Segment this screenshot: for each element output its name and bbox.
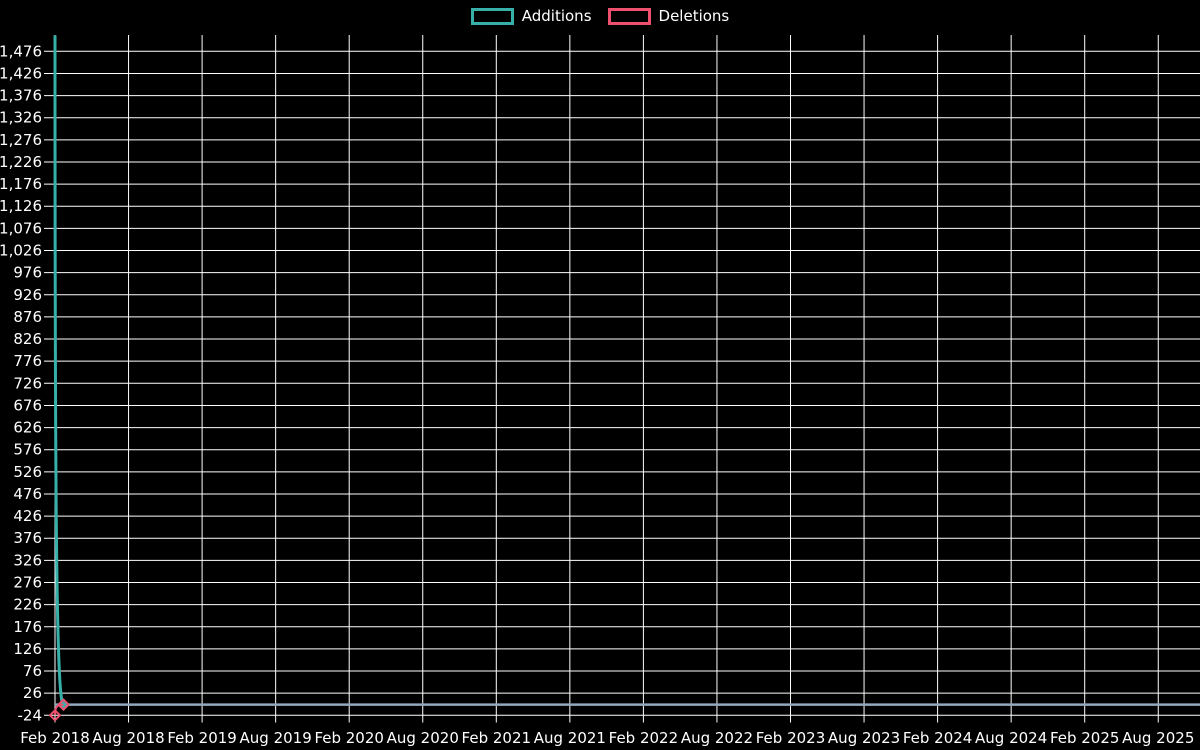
x-tick-label: Feb 2018 [20, 729, 90, 747]
legend-label-additions: Additions [521, 7, 592, 25]
legend-item-additions[interactable]: Additions [470, 7, 592, 25]
y-tick-label: 1,476 [0, 42, 42, 60]
additions-swatch-icon [470, 8, 514, 25]
y-tick-label: 126 [13, 640, 42, 658]
y-tick-label: 226 [13, 596, 42, 614]
x-tick-label: Feb 2025 [1050, 729, 1120, 747]
y-tick-label: 1,426 [0, 64, 42, 82]
additions-line [53, 35, 65, 707]
y-tick-label: 476 [13, 485, 42, 503]
y-tick-label: 776 [13, 352, 42, 370]
x-tick-label: Aug 2025 [1122, 729, 1194, 747]
y-tick-label: 76 [23, 662, 42, 680]
x-tick-label: Aug 2024 [975, 729, 1047, 747]
y-tick-label: 626 [13, 419, 42, 437]
y-tick-label: 1,126 [0, 197, 42, 215]
x-tick-label: Aug 2019 [240, 729, 312, 747]
x-tick-label: Aug 2022 [681, 729, 753, 747]
x-tick-label: Aug 2021 [534, 729, 606, 747]
legend-label-deletions: Deletions [658, 7, 730, 25]
x-tick-label: Aug 2020 [387, 729, 459, 747]
deletions-swatch-icon [607, 8, 651, 25]
y-tick-label: 1,176 [0, 175, 42, 193]
legend-item-deletions[interactable]: Deletions [607, 7, 730, 25]
y-tick-label: 876 [13, 308, 42, 326]
x-tick-label: Feb 2020 [314, 729, 384, 747]
x-tick-label: Aug 2018 [92, 729, 164, 747]
y-tick-label: 26 [23, 684, 42, 702]
y-tick-label: 826 [13, 330, 42, 348]
y-tick-label: 176 [13, 618, 42, 636]
y-tick-label: 326 [13, 551, 42, 569]
chart-legend: Additions Deletions [0, 8, 1200, 25]
y-tick-label: 526 [13, 463, 42, 481]
y-tick-label: 676 [13, 396, 42, 414]
y-tick-label: 1,276 [0, 131, 42, 149]
y-tick-label: 726 [13, 374, 42, 392]
x-tick-label: Feb 2019 [167, 729, 237, 747]
y-tick-label: 426 [13, 507, 42, 525]
y-tick-label: 976 [13, 264, 42, 282]
y-tick-label: 1,076 [0, 219, 42, 237]
y-tick-label: 1,026 [0, 242, 42, 260]
x-tick-label: Aug 2023 [828, 729, 900, 747]
x-tick-label: Feb 2024 [903, 729, 973, 747]
deletions-point-marker[interactable] [48, 708, 62, 722]
y-tick-label: 376 [13, 529, 42, 547]
deletions-point-marker[interactable] [57, 698, 70, 712]
x-tick-label: Feb 2021 [462, 729, 532, 747]
y-tick-label: 276 [13, 574, 42, 592]
y-tick-label: 1,376 [0, 87, 42, 105]
y-tick-label: 1,226 [0, 153, 42, 171]
y-tick-label: 1,326 [0, 109, 42, 127]
y-tick-label: 926 [13, 286, 42, 304]
y-tick-label: -24 [18, 706, 43, 724]
y-tick-label: 576 [13, 441, 42, 459]
deletions-line [54, 703, 64, 716]
x-tick-label: Feb 2023 [756, 729, 826, 747]
x-tick-label: Feb 2022 [609, 729, 679, 747]
